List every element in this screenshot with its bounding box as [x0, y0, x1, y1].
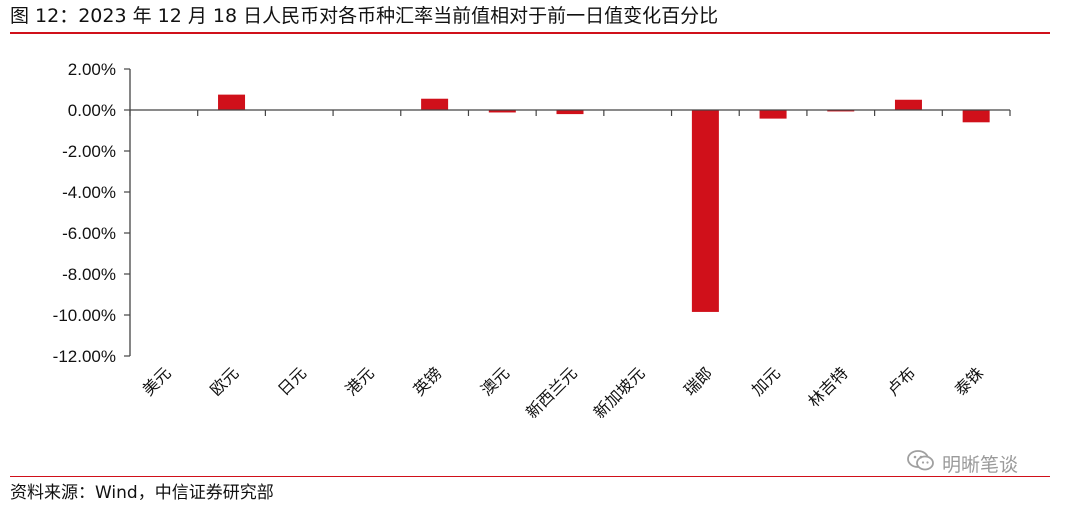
y-axis: 2.00% 0.00% -2.00% -4.00% -6.00% -8.00% -10.00… — [53, 60, 131, 366]
y-tick-label: 0.00% — [68, 101, 116, 120]
x-category-label: 林吉特 — [804, 363, 851, 410]
x-category-label: 瑞郎 — [680, 363, 716, 399]
chart-title: 图 12：2023 年 12 月 18 日人民币对各币种汇率当前值相对于前一日值… — [10, 5, 719, 27]
watermark: 明晰笔谈 — [906, 449, 1018, 477]
bar-6 — [556, 110, 584, 115]
x-category-label: 英镑 — [409, 363, 445, 399]
x-category-label: 澳元 — [477, 363, 513, 399]
y-tick-label: -12.00% — [53, 347, 116, 366]
y-tick-label: -6.00% — [62, 224, 116, 243]
bar-chart: 2.00% 0.00% -2.00% -4.00% -6.00% -8.00% -10.00… — [53, 60, 1011, 422]
x-category-label: 新西兰元 — [522, 363, 581, 422]
bar-11 — [894, 99, 922, 110]
watermark-text: 明晰笔谈 — [942, 453, 1019, 476]
y-tick-label: -4.00% — [62, 183, 116, 202]
x-category-label: 日元 — [274, 363, 310, 399]
y-tick-label: -8.00% — [62, 265, 116, 284]
top-divider — [10, 32, 1050, 34]
source-note: 资料来源：Wind，中信证券研究部 — [10, 483, 274, 503]
bottom-divider — [10, 476, 1050, 477]
bar-4 — [421, 98, 449, 110]
x-axis: 美元 欧元 日元 港元 英镑 澳元 新西兰元 新加坡元 瑞郎 加元 林吉特 卢布 泰铢 — [129, 109, 1011, 422]
x-category-label: 美元 — [139, 363, 175, 399]
x-category-label: 欧元 — [206, 363, 242, 399]
x-category-label: 港元 — [342, 363, 378, 399]
y-tick-label: -2.00% — [62, 142, 116, 161]
wechat-icon — [906, 448, 936, 479]
bars — [218, 94, 990, 312]
x-category-label: 卢布 — [883, 363, 919, 399]
bar-9 — [759, 110, 787, 119]
bar-1 — [218, 94, 246, 110]
bar-10 — [827, 110, 855, 112]
bar-12 — [962, 110, 990, 123]
x-category-label: 新加坡元 — [590, 363, 649, 422]
x-category-label: 泰铢 — [951, 363, 987, 399]
y-tick-label: 2.00% — [68, 60, 116, 79]
bar-8 — [691, 110, 719, 312]
y-tick-label: -10.00% — [53, 306, 116, 325]
bar-5 — [488, 110, 516, 113]
x-category-label: 加元 — [748, 363, 784, 399]
